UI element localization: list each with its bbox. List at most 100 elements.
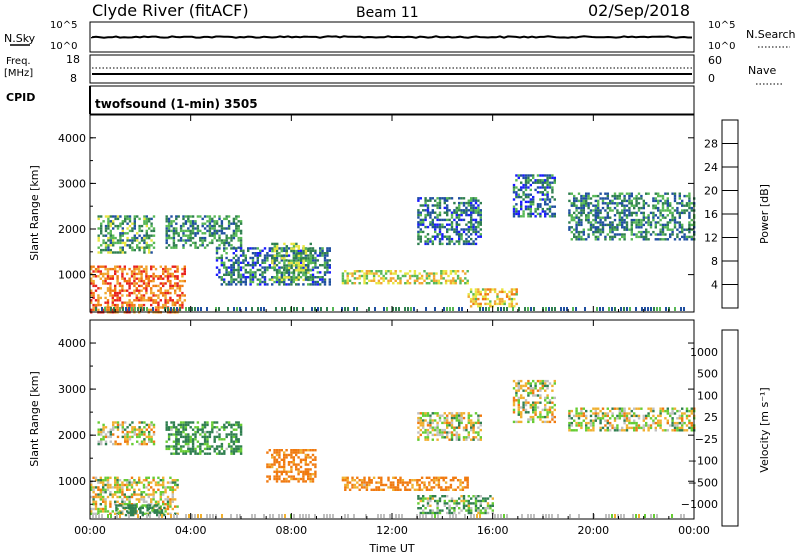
echo-cell: [305, 468, 307, 470]
echo-cell: [192, 225, 194, 227]
echo-cell: [446, 495, 448, 497]
echo-cell: [145, 282, 147, 284]
echo-cell: [139, 507, 141, 509]
echo-cell: [686, 417, 688, 419]
echo-cell: [194, 223, 196, 225]
echo-cell: [527, 194, 529, 196]
echo-cell: [107, 215, 109, 217]
echo-cell: [278, 281, 280, 283]
ground-scatter-cell: [332, 307, 334, 311]
echo-cell: [530, 382, 532, 384]
echo-cell: [307, 272, 309, 274]
echo-cell: [138, 235, 140, 237]
ground-scatter-cell: [674, 307, 676, 311]
echo-cell: [537, 416, 539, 418]
echo-cell: [92, 498, 94, 500]
echo-cell: [162, 479, 164, 481]
echo-cell: [300, 451, 302, 453]
echo-cell: [465, 505, 467, 507]
echo-cell: [453, 212, 455, 214]
echo-cell: [221, 453, 223, 455]
echo-cell: [112, 290, 114, 292]
echo-cell: [428, 277, 430, 279]
echo-cell: [283, 274, 285, 276]
echo-cell: [432, 221, 434, 223]
echo-cell: [452, 477, 454, 479]
echo-cell: [283, 466, 285, 468]
echo-cell: [463, 436, 465, 438]
echo-cell: [492, 509, 494, 511]
echo-cell: [530, 189, 532, 191]
echo-cell: [266, 475, 268, 477]
echo-cell: [150, 235, 152, 237]
echo-cell: [233, 269, 235, 271]
echo-cell: [164, 275, 166, 277]
echo-cell: [107, 244, 109, 246]
echo-cell: [206, 445, 208, 447]
ground-scatter-cell: [449, 307, 451, 311]
echo-cell: [568, 229, 570, 231]
echo-cell: [525, 184, 527, 186]
echo-cell: [128, 496, 130, 498]
echo-cell: [233, 278, 235, 280]
echo-cell: [392, 481, 394, 483]
echo-cell: [102, 275, 104, 277]
echo-cell: [434, 231, 436, 233]
echo-cell: [317, 254, 319, 256]
echo-cell: [152, 299, 154, 301]
echo-cell: [166, 429, 168, 431]
echo-cell: [266, 254, 268, 256]
echo-cell: [676, 202, 678, 204]
echo-cell: [161, 509, 163, 511]
echo-cell: [112, 426, 114, 428]
echo-cell: [95, 270, 97, 272]
echo-cell: [143, 215, 145, 217]
echo-cell: [448, 431, 450, 433]
echo-cell: [206, 220, 208, 222]
echo-cell: [176, 285, 178, 287]
echo-cell: [532, 177, 534, 179]
echo-cell: [669, 229, 671, 231]
echo-cell: [475, 212, 477, 214]
echo-cell: [463, 439, 465, 441]
echo-cell: [679, 224, 681, 226]
echo-cell: [133, 268, 135, 270]
echo-cell: [100, 230, 102, 232]
echo-cell: [527, 213, 529, 215]
echo-cell: [465, 429, 467, 431]
echo-cell: [513, 288, 515, 290]
echo-cell: [459, 484, 461, 486]
echo-cell: [525, 189, 527, 191]
echo-cell: [571, 231, 573, 233]
echo-cell: [446, 236, 448, 238]
echo-cell: [140, 297, 142, 299]
echo-cell: [477, 431, 479, 433]
echo-cell: [314, 456, 316, 458]
echo-cell: [477, 298, 479, 300]
echo-cell: [146, 509, 148, 511]
echo-cell: [204, 431, 206, 433]
echo-cell: [537, 402, 539, 404]
echo-cell: [223, 227, 225, 229]
echo-cell: [131, 477, 133, 479]
echo-cell: [583, 195, 585, 197]
echo-cell: [426, 282, 428, 284]
echo-cell: [180, 448, 182, 450]
echo-cell: [480, 214, 482, 216]
echo-cell: [128, 294, 130, 296]
echo-cell: [160, 484, 162, 486]
ground-scatter-cell: [398, 307, 400, 311]
echo-cell: [235, 421, 237, 423]
echo-cell: [209, 215, 211, 217]
echo-cell: [446, 197, 448, 199]
echo-cell: [312, 269, 314, 271]
echo-cell: [652, 408, 654, 410]
echo-cell: [145, 285, 147, 287]
echo-cell: [242, 276, 244, 278]
echo-cell: [417, 233, 419, 235]
echo-cell: [427, 415, 429, 417]
echo-cell: [194, 235, 196, 237]
echo-cell: [537, 380, 539, 382]
echo-cell: [659, 233, 661, 235]
echo-cell: [184, 299, 186, 301]
